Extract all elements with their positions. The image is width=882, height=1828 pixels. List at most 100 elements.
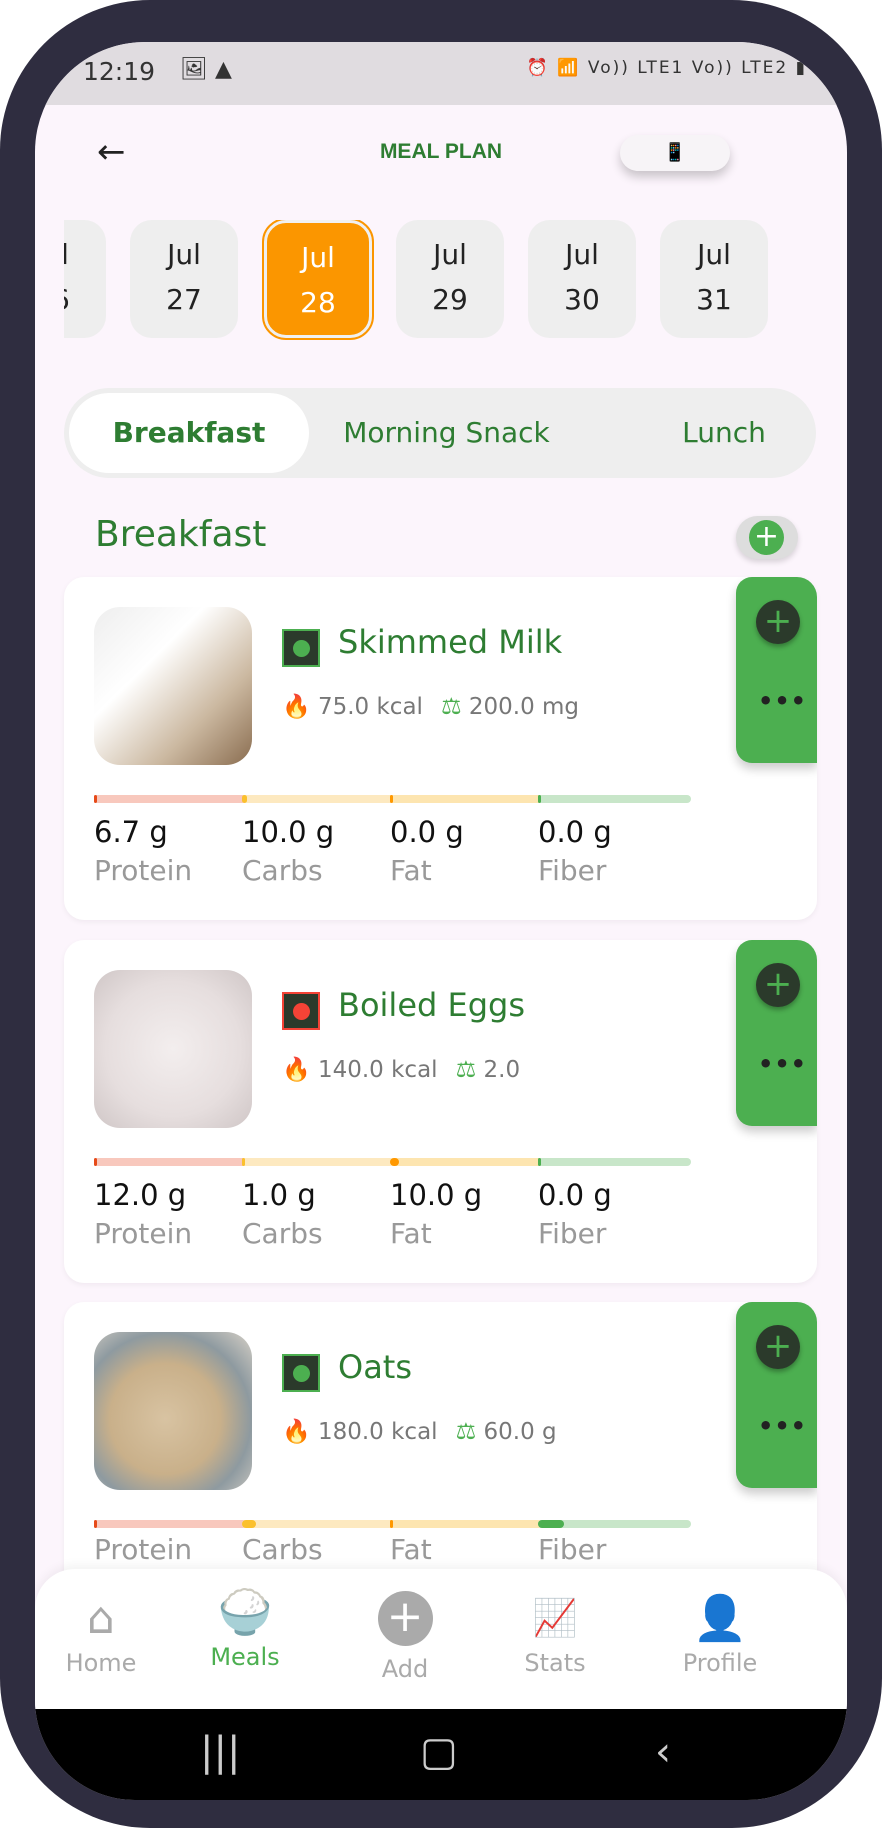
- page-title: MEAL PLAN: [379, 140, 503, 163]
- date-chip[interactable]: Jul 27: [130, 220, 238, 338]
- warning-icon: ▲: [214, 57, 232, 82]
- meal-tabs: Breakfast Morning Snack Lunch: [64, 388, 816, 478]
- back-system-icon[interactable]: ‹: [655, 1729, 671, 1775]
- date-chip-selected[interactable]: Jul 28: [262, 220, 374, 340]
- add-serving-button[interactable]: +: [756, 963, 800, 1007]
- macro-label: Fat: [390, 854, 432, 887]
- app-screen: 12:19 🖼 ▲ ⏰ 📶 Vo)) LTE1 Vo)) LTE2 ▮ ← ME…: [35, 42, 847, 1800]
- macro-bar-carbs: [242, 1158, 395, 1166]
- veg-indicator-icon: [282, 1354, 320, 1392]
- scale-icon: ⚖: [455, 1419, 477, 1445]
- macro-value: 0.0 g: [390, 815, 464, 849]
- date-chip[interactable]: Jul 30: [528, 220, 636, 338]
- macro-label: Protein: [94, 1533, 193, 1566]
- macro-value: 10.0 g: [390, 1178, 483, 1212]
- nav-profile[interactable]: 👤 Profile: [660, 1589, 780, 1677]
- food-card[interactable]: Boiled Eggs 🔥 140.0 kcal ⚖ 2.0 + ••• 12.0 g…: [64, 940, 817, 1283]
- status-time: 12:19: [83, 57, 156, 86]
- flame-icon: 🔥: [282, 1057, 311, 1083]
- food-quantity: 2.0: [483, 1057, 521, 1083]
- macro-label: Carbs: [242, 1533, 323, 1566]
- macro-value: 6.7 g: [94, 815, 168, 849]
- macro-value: 12.0 g: [94, 1178, 187, 1212]
- alarm-icon: ⏰: [526, 58, 550, 78]
- bottom-nav: ⌂ Home 🍚 Meals + Add 📈 Stats 👤 Profile: [35, 1569, 847, 1709]
- macro-value: 1.0 g: [242, 1178, 316, 1212]
- plus-icon: +: [749, 520, 784, 555]
- macro-bar-carbs: [242, 795, 395, 803]
- more-options-button[interactable]: •••: [758, 1050, 808, 1078]
- food-calories: 75.0 kcal: [317, 694, 423, 720]
- recents-icon[interactable]: |||: [200, 1729, 241, 1775]
- tab-breakfast[interactable]: Breakfast: [69, 393, 309, 473]
- tab-morning-snack[interactable]: Morning Snack: [343, 416, 550, 449]
- food-card[interactable]: Skimmed Milk 🔥 75.0 kcal ⚖ 200.0 mg + ••• 6…: [64, 577, 817, 920]
- macro-label: Protein: [94, 1217, 193, 1250]
- macro-bar-protein: [94, 1520, 247, 1528]
- macro-label: Protein: [94, 854, 193, 887]
- home-system-icon[interactable]: ▢: [420, 1729, 458, 1775]
- arrow-left-icon: ←: [97, 132, 126, 172]
- nav-meals[interactable]: 🍚 Meals: [185, 1583, 305, 1671]
- date-chip[interactable]: Jul 29: [396, 220, 504, 338]
- date-chip[interactable]: Jul 31: [660, 220, 768, 338]
- more-options-button[interactable]: •••: [758, 1412, 808, 1440]
- more-options-button[interactable]: •••: [758, 687, 808, 715]
- add-circle-icon: +: [345, 1587, 465, 1647]
- add-serving-button[interactable]: +: [756, 1325, 800, 1369]
- card-actions: + •••: [736, 940, 817, 1126]
- status-bar: 12:19 🖼 ▲ ⏰ 📶 Vo)) LTE1 Vo)) LTE2 ▮: [35, 42, 847, 105]
- meal-plan-phone-icon: 📱: [663, 142, 687, 163]
- macro-label: Fat: [390, 1217, 432, 1250]
- image-icon: 🖼: [180, 57, 208, 82]
- macro-bar-fiber: [538, 795, 691, 803]
- veg-indicator-icon: [282, 629, 320, 667]
- food-quantity: 200.0 mg: [468, 694, 580, 720]
- add-serving-button[interactable]: +: [756, 600, 800, 644]
- system-nav-bar: ||| ▢ ‹: [35, 1709, 847, 1800]
- non-veg-indicator-icon: [282, 992, 320, 1030]
- scale-icon: ⚖: [455, 1057, 477, 1083]
- macro-bar-protein: [94, 1158, 247, 1166]
- macro-bar-fat: [390, 1520, 543, 1528]
- food-calories: 180.0 kcal: [317, 1419, 438, 1445]
- macro-bar-fiber: [538, 1158, 691, 1166]
- flame-icon: 🔥: [282, 694, 311, 720]
- back-button[interactable]: ←: [97, 132, 126, 172]
- macro-value: 0.0 g: [538, 1178, 612, 1212]
- rice-bowl-icon: 🍚: [217, 1587, 273, 1638]
- food-quantity: 60.0 g: [483, 1419, 557, 1445]
- section-title: Breakfast: [95, 514, 267, 555]
- card-actions: + •••: [736, 577, 817, 763]
- scale-icon: ⚖: [440, 694, 462, 720]
- macro-label: Fiber: [538, 854, 607, 887]
- nav-stats[interactable]: 📈 Stats: [495, 1589, 615, 1677]
- add-food-button[interactable]: +: [736, 516, 798, 559]
- food-calories: 140.0 kcal: [317, 1057, 438, 1083]
- meal-plan-action-button[interactable]: 📱: [620, 135, 730, 171]
- food-image: [94, 607, 252, 765]
- macro-bar-fat: [390, 1158, 543, 1166]
- macro-label: Fiber: [538, 1217, 607, 1250]
- macro-value: 0.0 g: [538, 815, 612, 849]
- macro-bar-fiber: [538, 1520, 691, 1528]
- food-image: [94, 1332, 252, 1490]
- macro-label: Carbs: [242, 1217, 323, 1250]
- food-name: Skimmed Milk: [338, 623, 563, 661]
- nav-add[interactable]: + Add: [345, 1587, 465, 1683]
- tab-lunch[interactable]: Lunch: [682, 416, 766, 449]
- card-actions: + •••: [736, 1302, 817, 1488]
- wifi-icon: 📶: [557, 58, 581, 78]
- macro-label: Carbs: [242, 854, 323, 887]
- chart-icon: 📈: [532, 1598, 578, 1639]
- date-chip[interactable]: Jul26: [64, 220, 106, 338]
- macro-value: 10.0 g: [242, 815, 335, 849]
- macro-bar-carbs: [242, 1520, 395, 1528]
- flame-icon: 🔥: [282, 1419, 311, 1445]
- home-icon: ⌂: [87, 1593, 115, 1644]
- nav-home[interactable]: ⌂ Home: [41, 1589, 161, 1677]
- person-icon: 👤: [692, 1593, 748, 1644]
- food-name: Boiled Eggs: [338, 986, 525, 1024]
- macro-label: Fat: [390, 1533, 432, 1566]
